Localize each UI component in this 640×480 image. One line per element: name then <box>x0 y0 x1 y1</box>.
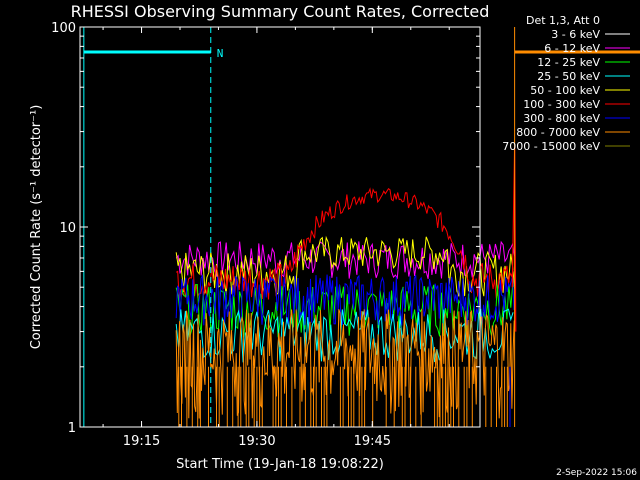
x-tick-label: 19:45 <box>354 434 391 449</box>
y-tick-label: 10 <box>59 221 76 236</box>
x-tick-label: 19:15 <box>123 434 160 449</box>
legend-entry: 300 - 800 keV <box>523 112 600 125</box>
series-line <box>175 240 516 280</box>
legend-entry: 12 - 25 keV <box>537 56 600 69</box>
x-tick-label: 19:30 <box>238 434 275 449</box>
chart-title: RHESSI Observing Summary Count Rates, Co… <box>71 2 490 21</box>
series-line <box>175 309 515 419</box>
axes: 19:15 19:30 19:45 1 10 100 <box>51 21 480 449</box>
series-spikes <box>178 366 511 427</box>
y-tick-label: 100 <box>51 21 76 36</box>
flag-label: N <box>217 47 224 60</box>
legend-entry: 50 - 100 keV <box>530 84 600 97</box>
date-stamp: 2-Sep-2022 15:06 <box>556 468 637 478</box>
y-axis-label: Corrected Count Rate (s⁻¹ detector⁻¹) <box>29 105 44 350</box>
series-line <box>175 187 514 301</box>
y-tick-label: 1 <box>68 421 76 436</box>
legend-entry: 6 - 12 keV <box>544 42 600 55</box>
legend-entry: 100 - 300 keV <box>523 98 600 111</box>
x-axis-label: Start Time (19-Jan-18 19:08:22) <box>176 457 384 472</box>
legend-entry: 3 - 6 keV <box>551 28 600 41</box>
legend-header: Det 1,3, Att 0 <box>526 14 600 27</box>
legend-entry: 25 - 50 keV <box>537 70 600 83</box>
legend-entry: 7000 - 15000 keV <box>502 140 600 153</box>
legend-entry: 800 - 7000 keV <box>516 126 600 139</box>
series-line <box>175 273 515 326</box>
